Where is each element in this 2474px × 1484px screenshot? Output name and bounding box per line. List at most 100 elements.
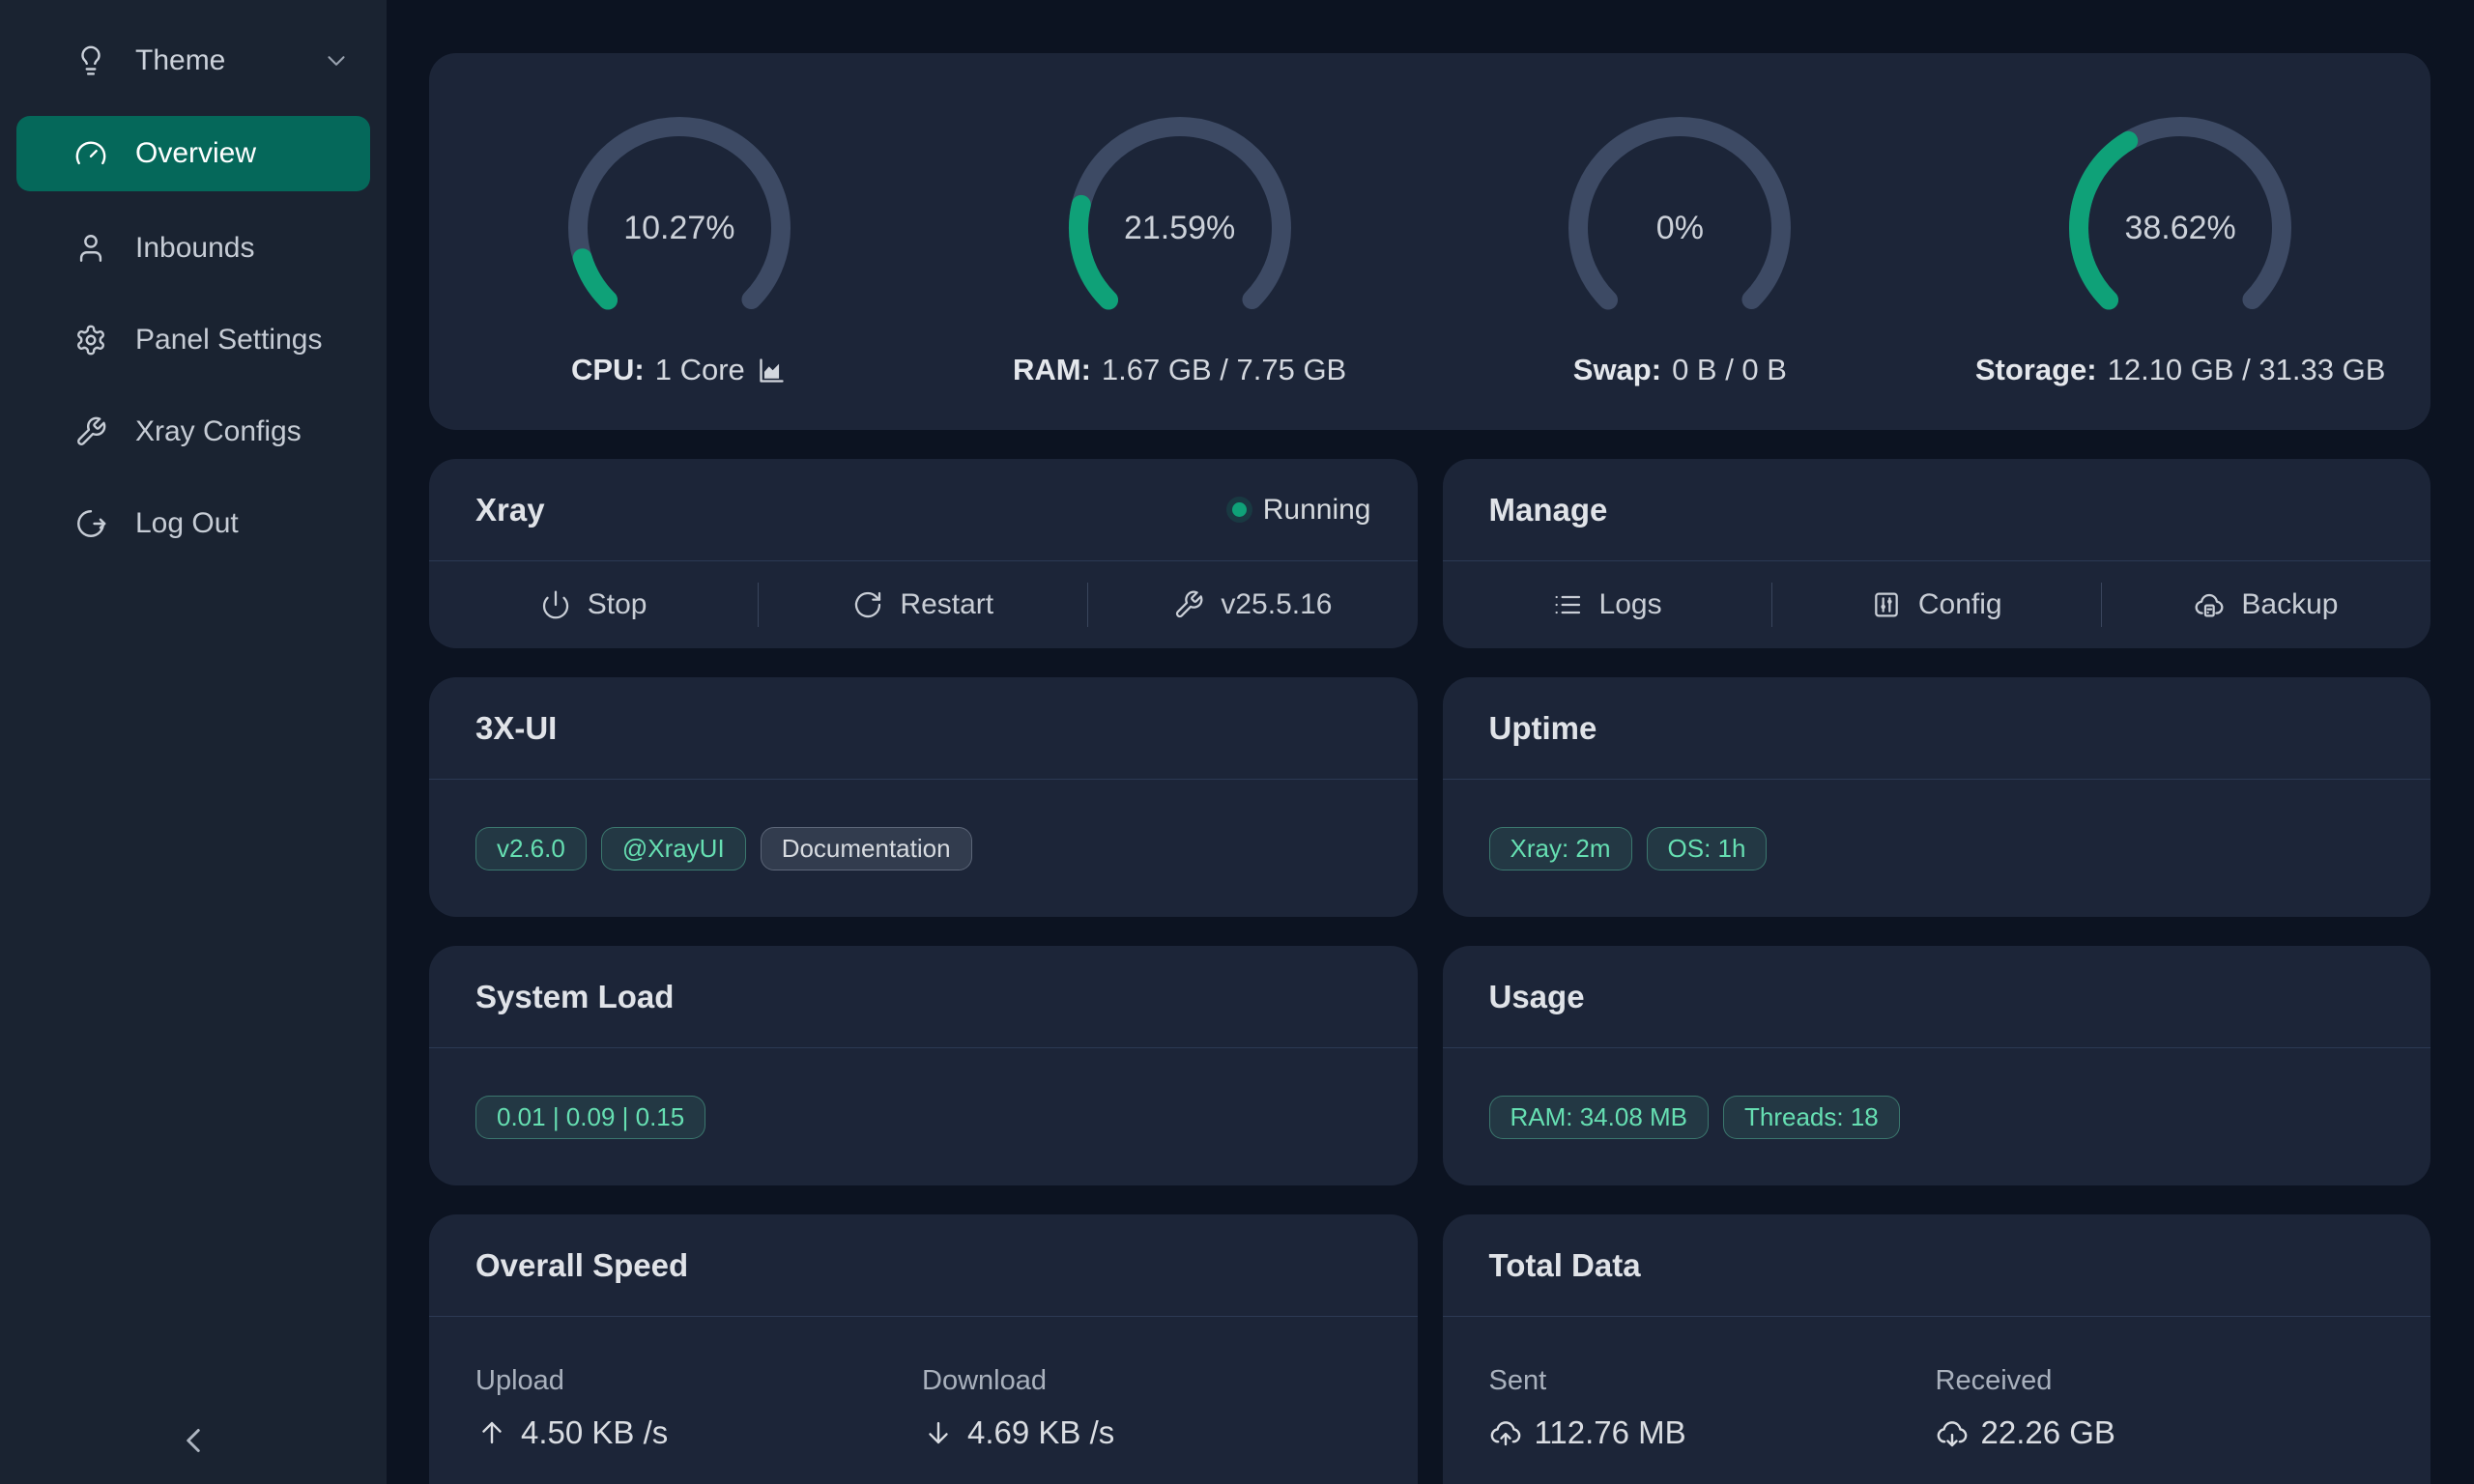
gauge-icon [74,137,107,170]
total-data-card: Total Data Sent 112.76 MB Received 22.26… [1442,1214,2431,1484]
xui-card-header: 3X-UI [429,677,1418,780]
row-load-usage: System Load 0.01 | 0.09 | 0.15 Usage RAM… [429,946,2431,1185]
manage-card-header: Manage [1442,459,2431,561]
tag-documentation[interactable]: Documentation [760,826,972,870]
stat-sent: Sent 112.76 MB [1489,1365,1936,1451]
tag-threads-18: Threads: 18 [1723,1095,1900,1139]
gauge-percent: 38.62% [2124,209,2236,246]
xray-status-badge: Running [1231,493,1371,527]
tag-ram-34-08-mb: RAM: 34.08 MB [1488,1095,1710,1139]
sidebar-collapse-button[interactable] [0,1420,387,1461]
status-dot-icon [1231,502,1247,517]
card-title: Uptime [1488,709,1597,746]
sidebar-item-overview[interactable]: Overview [16,116,370,191]
xray-restart-button[interactable]: Restart [759,561,1087,648]
system-load-card-header: System Load [429,946,1418,1048]
card-title: Total Data [1488,1246,1641,1283]
data-stats: Sent 112.76 MB Received 22.26 GB [1443,1317,2431,1484]
gear-icon [74,324,107,357]
xray-card: Xray Running Stop Restart v25.5.16 [429,459,1418,648]
xray-v25-5-16-button[interactable]: v25.5.16 [1088,561,1417,648]
gauge-label: Swap: 0 B / 0 B [1572,353,1787,386]
person-icon [74,232,107,265]
sidebar-item-xray-configs[interactable]: Xray Configs [16,402,370,462]
manage-card: Manage Logs Config Backup [1442,459,2431,648]
sidebar-item-inbounds[interactable]: Inbounds [16,218,370,278]
overall-speed-card-header: Overall Speed [429,1214,1418,1317]
xray-card-header: Xray Running [429,459,1418,561]
speed-stats: Upload 4.50 KB /s Download 4.69 KB /s [429,1317,1418,1484]
card-title: 3X-UI [475,709,558,746]
stat-label: Received [1935,1365,2053,1396]
manage-backup-button[interactable]: Backup [2102,561,2431,648]
usage-card: Usage RAM: 34.08 MB Threads: 18 [1442,946,2431,1185]
card-title: Overall Speed [475,1246,689,1283]
sidebar-item-label: Panel Settings [135,324,323,356]
manage-actions: Logs Config Backup [1443,561,2431,648]
gauge-label: Storage: 12.10 GB / 31.33 GB [1974,353,2386,386]
gauge-dial: 10.27% [559,107,800,349]
gauge-storage: 38.62% Storage: 12.10 GB / 31.33 GB [1930,107,2431,387]
vertical-divider [2100,583,2102,627]
row-version-uptime: 3X-UI v2.6.0 @XrayUI Documentation Uptime … [429,677,2431,917]
uptime-card: Uptime Xray: 2m OS: 1h [1442,677,2431,917]
list-icon [1552,589,1583,620]
sidebar-item-panel-settings[interactable]: Panel Settings [16,310,370,370]
tag-v2-6-0[interactable]: v2.6.0 [475,826,587,870]
gauge-label: CPU: 1 Core [571,353,788,387]
wrench-icon [1173,589,1204,620]
tag-os-1h: OS: 1h [1646,826,1768,870]
sidebar-item-theme[interactable]: Theme [16,29,370,93]
stat-label: Sent [1488,1365,1547,1396]
tag-xrayui[interactable]: @XrayUI [600,826,746,870]
stat-label: Download [922,1365,1047,1396]
gauge-dial: 38.62% [2059,107,2301,349]
gauge-swap: 0% Swap: 0 B / 0 B [1430,107,1931,387]
stat-upload: Upload 4.50 KB /s [475,1365,922,1451]
sidebar-item-label: Log Out [135,507,239,539]
xray-actions: Stop Restart v25.5.16 [429,561,1418,648]
gauge-cpu: 10.27% CPU: 1 Core [429,107,930,387]
gauge-dial: 0% [1559,107,1800,349]
backup-icon [2194,589,2225,620]
card-title: Xray [475,491,545,528]
gauge-percent: 0% [1655,209,1704,246]
chevron-down-icon [322,46,351,75]
wrench-icon [74,415,107,448]
usage-card-header: Usage [1442,946,2431,1048]
system-load-card: System Load 0.01 | 0.09 | 0.15 [429,946,1418,1185]
manage-logs-button[interactable]: Logs [1443,561,1771,648]
sidebar: Theme Overview Inbounds Panel Settings X… [0,0,387,1484]
theme-label: Theme [135,44,226,76]
stat-download: Download 4.69 KB /s [922,1365,1368,1451]
xray-stop-button[interactable]: Stop [429,561,758,648]
config-icon [1871,589,1902,620]
power-icon [540,589,571,620]
arrow-up-icon [475,1416,508,1449]
system-load-tags: 0.01 | 0.09 | 0.15 [429,1048,1418,1185]
card-title: Manage [1488,491,1608,528]
gauge-dial: 21.59% [1059,107,1301,349]
row-speed-data: Overall Speed Upload 4.50 KB /s Download… [429,1214,2431,1484]
uptime-tags: Xray: 2m OS: 1h [1443,780,2431,917]
xui-card: 3X-UI v2.6.0 @XrayUI Documentation [429,677,1418,917]
lightbulb-icon [74,44,107,77]
xui-tags: v2.6.0 @XrayUI Documentation [429,780,1418,917]
sidebar-item-label: Xray Configs [135,415,302,447]
gauge-ram: 21.59% RAM: 1.67 GB / 7.75 GB [930,107,1430,387]
logout-icon [74,507,107,540]
uptime-card-header: Uptime [1442,677,2431,780]
sidebar-item-log-out[interactable]: Log Out [16,494,370,554]
gauge-percent: 10.27% [623,209,735,246]
vertical-divider [758,583,760,627]
gauge-label: RAM: 1.67 GB / 7.75 GB [1013,353,1347,386]
tag-xray-2m: Xray: 2m [1488,826,1632,870]
total-data-card-header: Total Data [1442,1214,2431,1317]
status-text: Running [1262,493,1371,526]
manage-config-button[interactable]: Config [1772,561,2101,648]
area-chart-icon[interactable] [756,355,788,386]
system-gauges-card: 10.27% CPU: 1 Core 21.59% RAM: 1.67 GB / 7… [429,53,2431,430]
chevron-left-icon [187,1429,200,1452]
cloud-down-icon [1936,1416,1969,1449]
